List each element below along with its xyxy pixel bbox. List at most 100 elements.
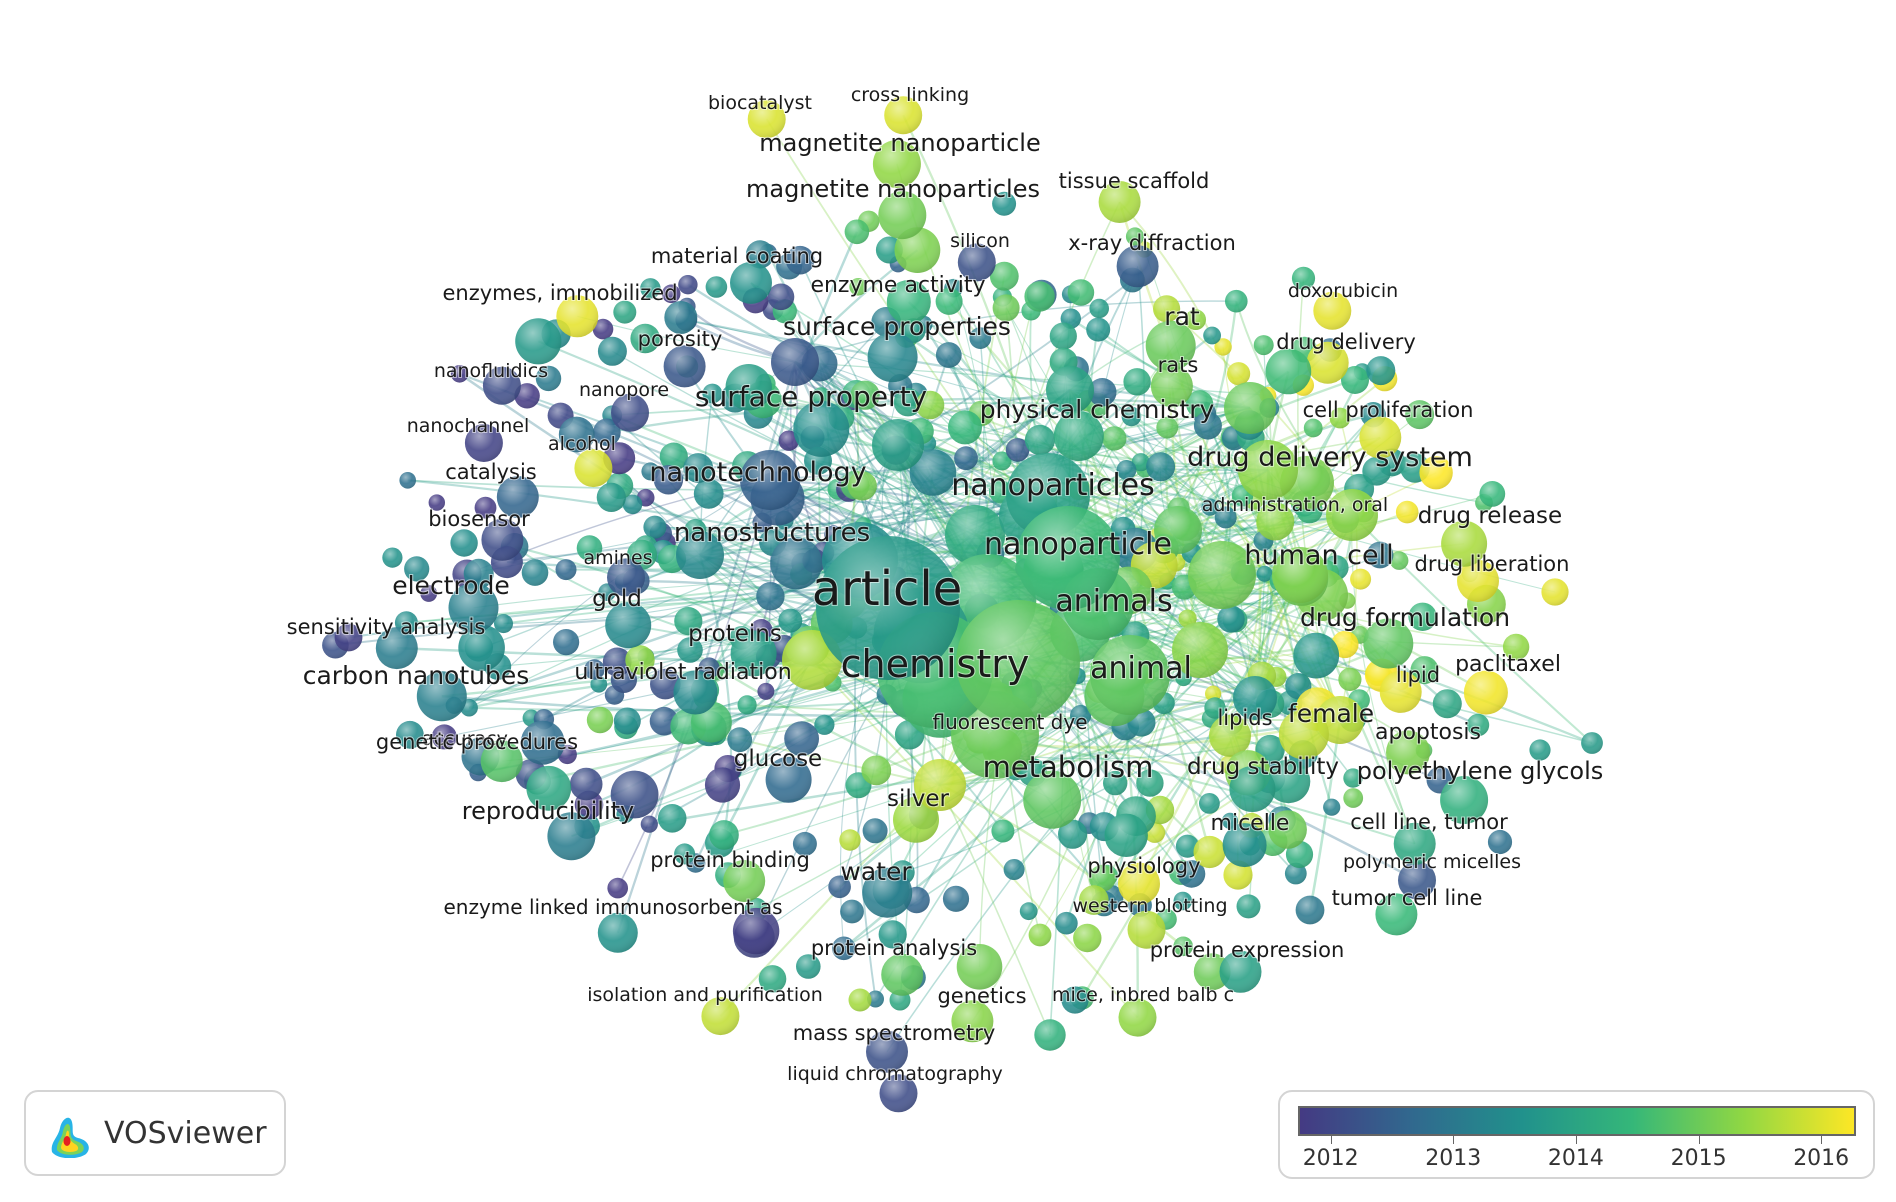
term-node-shading <box>607 877 628 899</box>
term-label[interactable]: nanoparticle <box>983 526 1173 563</box>
term-label[interactable]: cell line, tumor <box>1349 809 1509 835</box>
term-label[interactable]: physiology <box>1086 853 1201 879</box>
term-label[interactable]: surface property <box>694 379 928 414</box>
term-label[interactable]: animals <box>1054 583 1173 620</box>
term-node-shading <box>1028 923 1052 947</box>
term-label[interactable]: administration, oral <box>1201 493 1389 517</box>
term-label[interactable]: lipids <box>1216 705 1273 731</box>
term-label[interactable]: polymeric micelles <box>1342 850 1522 874</box>
term-label[interactable]: sensitivity analysis <box>286 614 487 640</box>
term-label[interactable]: alcohol <box>547 432 617 456</box>
term-node-shading <box>607 558 645 597</box>
term-node-shading <box>796 954 821 979</box>
term-label[interactable]: carbon nanotubes <box>302 660 531 691</box>
term-node-shading <box>709 820 739 850</box>
term-label[interactable]: chemistry <box>840 641 1031 687</box>
term-label[interactable]: nanofluidics <box>433 359 549 383</box>
term-node-shading <box>1295 895 1325 925</box>
term-label[interactable]: surface properties <box>782 311 1012 342</box>
term-label[interactable]: protein expression <box>1149 937 1346 963</box>
term-node-shading <box>956 944 1003 990</box>
term-label[interactable]: genetics <box>936 983 1027 1009</box>
term-label[interactable]: drug delivery system <box>1186 441 1474 474</box>
term-label[interactable]: catalysis <box>444 459 538 485</box>
term-label[interactable]: human cell <box>1243 539 1394 572</box>
term-label[interactable]: drug release <box>1417 502 1563 530</box>
term-label[interactable]: fluorescent dye <box>931 709 1088 735</box>
term-label[interactable]: gold <box>591 585 643 613</box>
term-node-shading <box>1238 440 1298 500</box>
term-label[interactable]: article <box>811 560 964 618</box>
term-label[interactable]: proteins <box>687 620 783 648</box>
term-label[interactable]: magnetite nanoparticle <box>758 128 1042 158</box>
term-node-shading <box>1153 295 1181 323</box>
term-label[interactable]: reproducibility <box>461 796 636 826</box>
term-label[interactable]: glucose <box>733 745 823 773</box>
term-node-shading <box>1177 860 1206 888</box>
term-label[interactable]: physical chemistry <box>979 394 1216 425</box>
term-label[interactable]: x-ray diffraction <box>1067 230 1237 256</box>
term-label[interactable]: metabolism <box>982 749 1155 785</box>
term-label[interactable]: nanostructures <box>673 517 871 549</box>
term-label[interactable]: polyethylene glycols <box>1356 756 1605 786</box>
term-label[interactable]: drug formulation <box>1299 602 1511 633</box>
term-node-shading <box>778 608 803 633</box>
term-label[interactable]: enzymes, immobilized <box>441 280 678 306</box>
term-label[interactable]: enzyme linked immunosorbent as <box>442 894 783 920</box>
scale-tick-mark <box>1330 1136 1332 1144</box>
term-label[interactable]: tissue scaffold <box>1058 168 1211 194</box>
term-label[interactable]: porosity <box>637 326 724 352</box>
term-node-shading <box>650 668 681 700</box>
term-label[interactable]: biocatalyst <box>707 91 813 115</box>
term-label[interactable]: doxorubicin <box>1287 279 1399 303</box>
term-label[interactable]: protein binding <box>649 847 811 873</box>
term-label[interactable]: nanochannel <box>406 414 531 438</box>
term-label[interactable]: mass spectrometry <box>792 1020 997 1046</box>
term-node-shading <box>1229 766 1276 812</box>
term-label[interactable]: tumor cell line <box>1331 885 1484 911</box>
term-label[interactable]: accuracy <box>421 727 509 751</box>
term-label[interactable]: enzyme activity <box>809 272 986 299</box>
term-label[interactable]: paclitaxel <box>1454 651 1562 678</box>
term-label[interactable]: silicon <box>949 229 1011 253</box>
term-label[interactable]: nanotechnology <box>648 456 867 489</box>
term-label[interactable]: biosensor <box>427 506 531 532</box>
label-layer: biocatalyst cross linking magnetite nanopa… <box>286 83 1605 1086</box>
term-label[interactable]: electrode <box>391 570 511 601</box>
term-node-shading <box>757 682 775 700</box>
term-node-shading <box>1016 506 1120 610</box>
term-label[interactable]: cross linking <box>850 83 970 107</box>
term-label[interactable]: water <box>839 856 913 887</box>
term-label[interactable]: material coating <box>650 243 824 269</box>
term-label[interactable]: female <box>1287 698 1375 729</box>
term-label[interactable]: rat <box>1163 301 1201 332</box>
term-node-shading <box>1253 335 1274 356</box>
term-label[interactable]: ultraviolet radiation <box>573 659 792 686</box>
term-node-shading <box>862 818 888 844</box>
term-label[interactable]: lipid <box>1395 662 1441 688</box>
term-label[interactable]: cell proliferation <box>1302 397 1475 423</box>
term-label[interactable]: magnetite nanoparticles <box>745 174 1041 204</box>
term-label[interactable]: isolation and purification <box>586 983 824 1007</box>
term-label[interactable]: apoptosis <box>1374 719 1482 746</box>
term-label[interactable]: liquid chromatography <box>786 1062 1004 1086</box>
term-node-shading <box>1266 759 1311 804</box>
term-node-shading <box>1067 279 1095 306</box>
term-label[interactable]: animal <box>1089 650 1193 687</box>
term-label[interactable]: protein analysis <box>810 935 978 961</box>
term-label[interactable]: mice, inbred balb c <box>1051 983 1235 1007</box>
term-label[interactable]: drug delivery <box>1275 329 1417 355</box>
term-label[interactable]: drug liberation <box>1414 551 1571 577</box>
term-label[interactable]: nanopore <box>578 378 670 402</box>
term-label[interactable]: western blotting <box>1071 894 1228 918</box>
term-label[interactable]: rats <box>1157 352 1200 378</box>
term-label[interactable]: genetic procedures <box>375 729 579 755</box>
term-label[interactable]: nanoparticles <box>950 467 1156 504</box>
term-label[interactable]: drug stability <box>1186 753 1340 781</box>
term-node-shading <box>730 261 772 304</box>
term-label[interactable]: micelle <box>1210 810 1291 837</box>
term-node-shading <box>848 988 872 1012</box>
term-label[interactable]: silver <box>886 785 951 813</box>
term-label[interactable]: amines <box>582 546 653 570</box>
